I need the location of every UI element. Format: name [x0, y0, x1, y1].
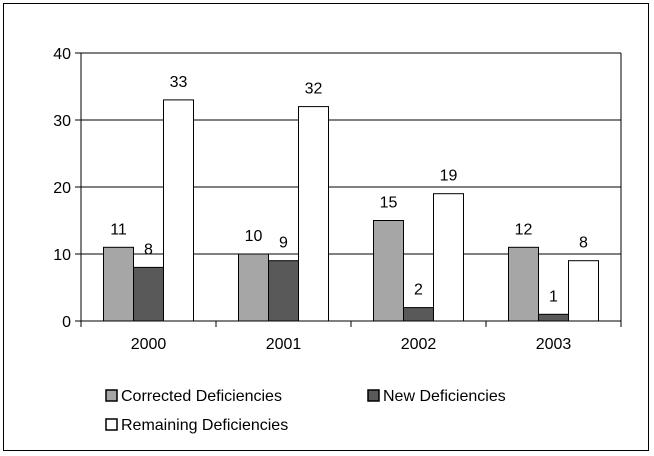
data-labels: 11 8 33 10 9 32 15 2 19 12 1 8 — [110, 74, 588, 305]
data-label: 8 — [144, 241, 153, 258]
x-tick-label: 2000 — [131, 336, 167, 353]
data-label: 15 — [380, 195, 398, 212]
y-tick-label: 40 — [53, 46, 71, 63]
bar-remaining-deficiencies — [298, 106, 329, 322]
bar-new-deficiencies — [133, 266, 164, 322]
bar-new-deficiencies — [538, 313, 569, 322]
data-label: 10 — [245, 228, 263, 245]
data-label: 2 — [414, 282, 423, 299]
data-label: 32 — [305, 81, 323, 98]
data-label: 33 — [170, 74, 188, 91]
bar-new-deficiencies — [403, 307, 434, 322]
y-tick-label: 30 — [53, 113, 71, 130]
legend-swatch — [105, 389, 118, 402]
data-label: 1 — [549, 288, 558, 305]
x-tick-label: 2002 — [401, 336, 437, 353]
legend-label: New Deficiencies — [383, 388, 506, 405]
bar-corrected-deficiencies — [103, 246, 134, 322]
bar-new-deficiencies — [268, 260, 299, 322]
legend-swatch — [105, 418, 118, 431]
legend-label: Remaining Deficiencies — [121, 417, 288, 434]
bar-remaining-deficiencies — [433, 193, 464, 322]
x-tick-label: 2001 — [266, 336, 302, 353]
bar-corrected-deficiencies — [508, 246, 539, 322]
x-tick-label: 2003 — [536, 336, 572, 353]
bar-corrected-deficiencies — [373, 220, 404, 322]
data-label: 9 — [279, 235, 288, 252]
legend-swatch — [367, 389, 380, 402]
legend: Corrected Deficiencies New Deficiencies Re… — [105, 388, 506, 434]
y-tick-label: 20 — [53, 180, 71, 197]
bar-remaining-deficiencies — [568, 260, 599, 322]
bars — [103, 99, 599, 322]
bar-remaining-deficiencies — [163, 99, 194, 322]
y-tick-label: 0 — [62, 314, 71, 331]
data-label: 19 — [440, 168, 458, 185]
legend-label: Corrected Deficiencies — [121, 388, 282, 405]
data-label: 11 — [110, 221, 127, 238]
data-label: 8 — [579, 235, 588, 252]
data-label: 12 — [515, 221, 533, 238]
bar-corrected-deficiencies — [238, 253, 269, 322]
y-tick-label: 10 — [53, 247, 71, 264]
